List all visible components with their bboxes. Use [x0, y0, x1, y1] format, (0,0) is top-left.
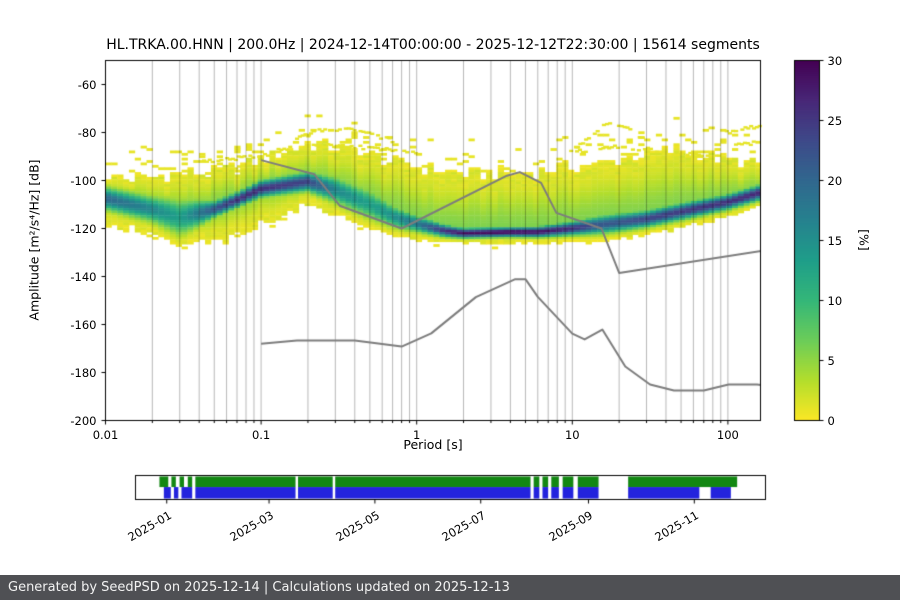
- ppsd-chart-canvas: [0, 0, 900, 575]
- y-tick-label: -100: [70, 173, 97, 188]
- colorbar-tick-label: 10: [827, 293, 843, 308]
- x-tick-label: 0.1: [251, 427, 271, 442]
- x-axis-label: Period [s]: [403, 437, 463, 452]
- x-tick-label: 10: [564, 427, 580, 442]
- colorbar-label: [%]: [856, 229, 872, 251]
- y-tick-label: -80: [77, 125, 97, 140]
- y-tick-label: -120: [70, 221, 97, 236]
- colorbar-tick-label: 15: [827, 233, 843, 248]
- y-tick-label: -60: [77, 77, 97, 92]
- colorbar-tick-label: 25: [827, 113, 843, 128]
- y-tick-label: -180: [70, 365, 97, 380]
- x-tick-label: 100: [716, 427, 739, 442]
- colorbar-tick-label: 30: [827, 53, 843, 68]
- y-axis-label: Amplitude [m²/s⁴/Hz] [dB]: [26, 159, 42, 321]
- y-tick-label: -140: [70, 269, 97, 284]
- x-tick-label: 0.01: [92, 427, 119, 442]
- x-tick-label: 1: [413, 427, 421, 442]
- y-tick-label: -160: [70, 317, 97, 332]
- colorbar-tick-label: 0: [827, 413, 835, 428]
- colorbar-tick-label: 5: [827, 353, 835, 368]
- plot-title: HL.TRKA.00.HNN | 200.0Hz | 2024-12-14T00…: [106, 37, 760, 53]
- footer-text: Generated by SeedPSD on 2025-12-14 | Cal…: [8, 580, 510, 595]
- colorbar-tick-label: 20: [827, 173, 843, 188]
- y-tick-label: -200: [70, 413, 97, 428]
- footer-bar: Generated by SeedPSD on 2025-12-14 | Cal…: [0, 575, 900, 600]
